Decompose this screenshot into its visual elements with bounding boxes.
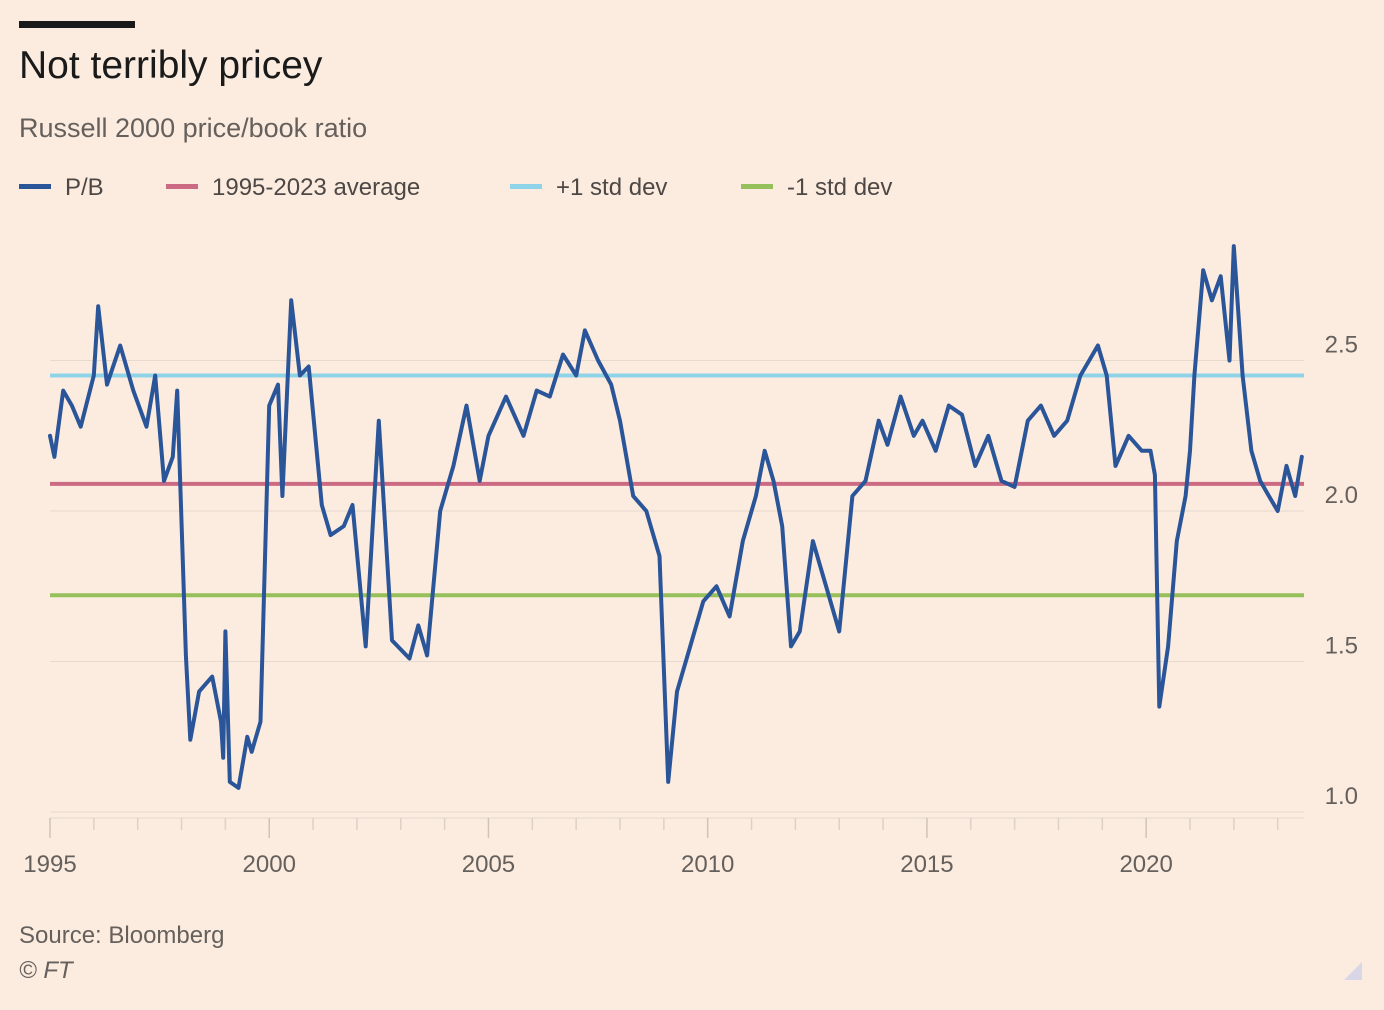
x-tick-label: 2015 [900,851,953,878]
y-tick-label: 2.5 [1325,332,1358,359]
legend-item-minus-std: -1 std dev [741,174,892,202]
x-tick-label: 1995 [23,851,76,878]
chart-plot: 1995 2000 2005 2010 2015 2020 1.0 1.5 2.0 2.5 [23,244,1358,878]
resize-corner-icon [1344,962,1362,980]
legend-item-plus-std: +1 std dev [510,174,667,202]
x-tick-label: 2000 [243,851,296,878]
legend-item-average: 1995-2023 average [166,174,420,202]
x-axis: 1995 2000 2005 2010 2015 2020 [23,817,1304,878]
chart-title: Not terribly pricey [19,44,323,87]
y-tick-label: 1.0 [1325,783,1358,810]
title-rule [19,21,135,28]
legend-label: 1995-2023 average [212,174,421,201]
series-layer [48,244,1304,790]
x-tick-label: 2010 [681,851,734,878]
legend-item-pb: P/B [19,174,104,202]
legend-label: +1 std dev [556,174,668,201]
x-tick-label: 2020 [1119,851,1172,878]
series-line-pb [48,244,1304,790]
source-note: Source: Bloomberg [19,922,225,949]
y-tick-label: 1.5 [1325,633,1358,660]
y-tick-label: 2.0 [1325,482,1358,509]
x-tick-label: 2005 [462,851,515,878]
reference-lines [50,373,1304,598]
legend-swatch [19,184,51,190]
legend-label: P/B [65,174,104,201]
copyright-note: © FT [19,957,73,984]
y-axis: 1.0 1.5 2.0 2.5 [1325,332,1358,811]
legend-swatch [166,184,198,190]
gridlines [50,360,1304,813]
legend-swatch [741,184,773,190]
legend-label: -1 std dev [787,174,893,201]
chart-subtitle: Russell 2000 price/book ratio [19,113,368,143]
legend-swatch [510,184,542,190]
